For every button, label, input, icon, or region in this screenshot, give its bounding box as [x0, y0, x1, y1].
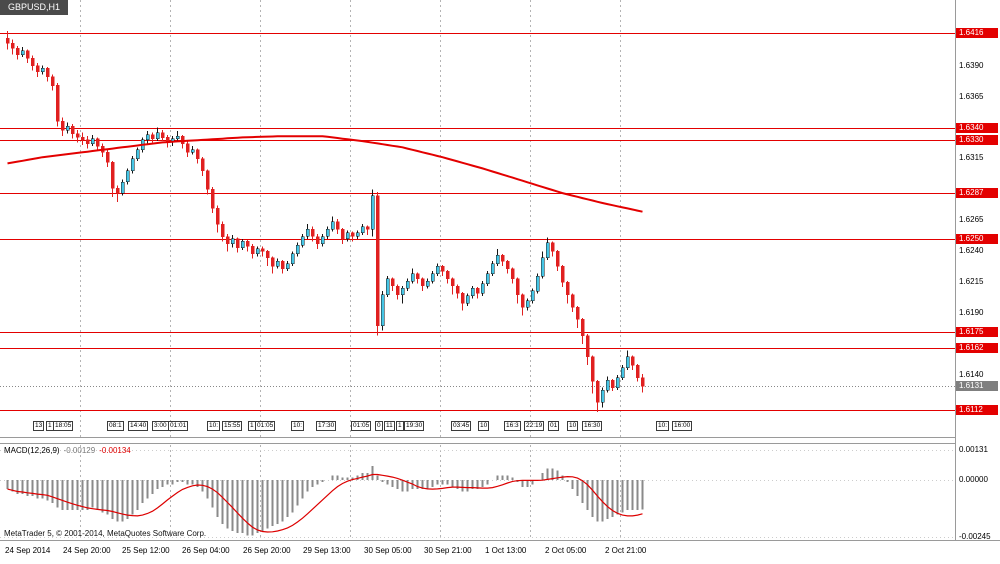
time-axis-label: 25 Sep 12:00 [122, 546, 170, 555]
price-tick-label: 1.6265 [959, 215, 984, 224]
price-tick-label: 1.6390 [959, 61, 984, 70]
time-marker-chip[interactable]: 10 [567, 421, 579, 431]
price-tick-label: 1.6365 [959, 92, 984, 101]
price-tick-label: 1.6215 [959, 277, 984, 286]
time-marker-chip[interactable]: 01:01 [168, 421, 189, 431]
time-axis-label: 2 Oct 05:00 [545, 546, 587, 555]
price-tick-label: 1.6190 [959, 308, 984, 317]
time-marker-chip[interactable]: 1 [396, 421, 404, 431]
time-axis-label: 24 Sep 20:00 [63, 546, 111, 555]
hline-price-label: 1.6416 [956, 28, 998, 38]
macd-tick-label: 0.00000 [959, 475, 988, 484]
time-axis-label: 1 Oct 13:00 [485, 546, 527, 555]
hline-price-label: 1.6175 [956, 327, 998, 337]
time-marker-chip[interactable]: 18:05 [53, 421, 74, 431]
time-marker-chip[interactable]: 08:1 [107, 421, 124, 431]
hline-price-label: 1.6287 [956, 188, 998, 198]
hline-price-label: 1.6112 [956, 405, 998, 415]
time-axis-label: 26 Sep 04:00 [182, 546, 230, 555]
time-marker-chip[interactable]: 15:55 [222, 421, 243, 431]
macd-tick-label: -0.00245 [959, 532, 991, 541]
price-scale[interactable]: 1.6390 1.6365 1.6315 1.6265 1.6240 1.6215 1.61… [956, 0, 1000, 541]
time-marker-chip[interactable]: 01 [548, 421, 560, 431]
time-marker-chip[interactable]: 16:30 [582, 421, 603, 431]
macd-panel-canvas[interactable] [0, 445, 955, 540]
time-marker-chip[interactable]: 10: [291, 421, 305, 431]
hline-price-label: 1.6162 [956, 343, 998, 353]
macd-indicator-header: MACD(12,26,9) -0.00129 -0.00134 [4, 446, 131, 456]
time-marker-chip[interactable]: 19:30 [404, 421, 425, 431]
time-axis-label: 29 Sep 13:00 [303, 546, 351, 555]
current-price-label: 1.6131 [956, 381, 998, 391]
hline-price-label: 1.6340 [956, 123, 998, 133]
macd-name: MACD(12,26,9) [4, 446, 60, 455]
time-marker-chip[interactable]: 17:30 [316, 421, 337, 431]
time-marker-chip[interactable]: 14:40 [128, 421, 149, 431]
time-marker-chip[interactable]: 10: [656, 421, 670, 431]
time-marker-chip[interactable]: 10: [207, 421, 221, 431]
time-marker-chip[interactable]: 01:05 [255, 421, 276, 431]
price-tick-label: 1.6240 [959, 246, 984, 255]
copyright-text: MetaTrader 5, © 2001-2014, MetaQuotes So… [4, 529, 207, 538]
time-marker-chip[interactable]: 16:3 [504, 421, 521, 431]
time-axis-separator-line [0, 540, 1000, 541]
time-axis-label: 30 Sep 21:00 [424, 546, 472, 555]
time-marker-chip[interactable]: 13 [33, 421, 45, 431]
symbol-timeframe-label: GBPUSD,H1 [0, 0, 69, 15]
macd-tick-label: 0.00131 [959, 445, 988, 454]
price-tick-label: 1.6315 [959, 153, 984, 162]
panel-splitter-line-2[interactable] [0, 443, 1000, 444]
price-chart-canvas[interactable] [0, 0, 955, 437]
time-axis-label: 30 Sep 05:00 [364, 546, 412, 555]
hline-price-label: 1.6330 [956, 135, 998, 145]
time-marker-row: 13 1 18:05 08:1 14:40 3:00 01:01 10: 15:55 1 01:05… [0, 421, 955, 433]
scale-separator-line [955, 0, 956, 540]
macd-main-value: -0.00129 [63, 446, 96, 455]
hline-price-label: 1.6250 [956, 234, 998, 244]
time-axis-label: 2 Oct 21:00 [605, 546, 647, 555]
time-marker-chip[interactable]: 11 [384, 421, 395, 431]
price-tick-label: 1.6140 [959, 370, 984, 379]
time-marker-chip[interactable]: 10 [478, 421, 490, 431]
time-marker-chip[interactable]: 16:00 [672, 421, 693, 431]
panel-splitter-line[interactable] [0, 437, 1000, 438]
time-marker-chip[interactable]: 3:00 [152, 421, 169, 431]
time-axis-label: 26 Sep 20:00 [243, 546, 291, 555]
time-marker-chip[interactable]: 0 [375, 421, 383, 431]
time-axis-label: 24 Sep 2014 [5, 546, 51, 555]
time-marker-chip[interactable]: 03:45 [451, 421, 472, 431]
time-axis[interactable]: 24 Sep 2014 24 Sep 20:00 25 Sep 12:00 26 Se… [0, 546, 1000, 560]
time-marker-chip[interactable]: 22:19 [524, 421, 545, 431]
macd-signal-value: -0.00134 [99, 446, 131, 455]
time-marker-chip[interactable]: 01:05 [351, 421, 372, 431]
